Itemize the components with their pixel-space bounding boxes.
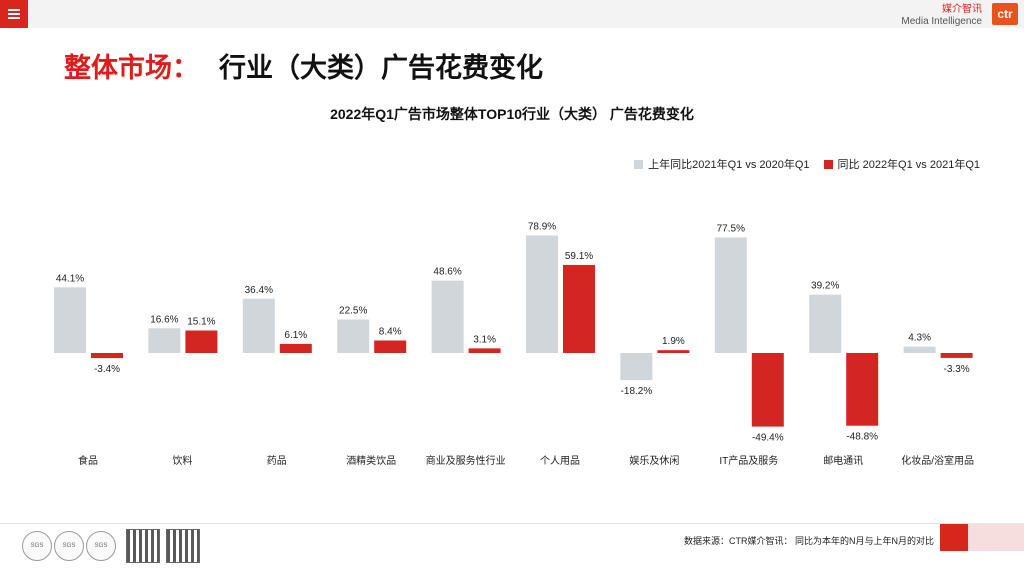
data-label-prev-8: 39.2% [811, 281, 839, 292]
category-label-9: 化妆品/浴室用品 [901, 454, 974, 467]
bar-current-1 [185, 330, 218, 353]
sgs-badge-icon: SGS [86, 531, 116, 561]
data-label-current-0: -3.4% [94, 364, 120, 375]
category-label-1: 饮料 [172, 454, 192, 467]
data-label-prev-9: 4.3% [908, 333, 931, 344]
legend-label-current: 同比 2022年Q1 vs 2021年Q1 [837, 159, 980, 171]
bar-prev-2 [242, 298, 275, 353]
qr-code-icon [126, 529, 160, 563]
legend-swatch-current [823, 159, 833, 169]
legend-item-current: 同比 2022年Q1 vs 2021年Q1 [823, 156, 980, 172]
data-label-prev-0: 44.1% [56, 273, 84, 284]
bar-prev-6 [620, 353, 653, 381]
brand-text: 媒介智讯 Media Intelligence [901, 4, 982, 28]
top-bar [0, 0, 1024, 28]
chart-legend: 上年同比2021年Q1 vs 2020年Q1 同比 2022年Q1 vs 202… [634, 156, 980, 172]
bar-chart: 44.1% -3.4% 食品 16.6% 15.1% 饮料 36.4% 6.1% 药品 22.5%… [54, 221, 974, 467]
bar-prev-5 [526, 235, 558, 353]
data-label-current-3: 8.4% [379, 326, 402, 337]
bar-current-7 [751, 353, 784, 427]
bar-prev-8 [809, 294, 842, 353]
data-label-prev-7: 77.5% [717, 224, 745, 235]
bar-current-9 [940, 353, 973, 358]
legend-label-prev: 上年同比2021年Q1 vs 2020年Q1 [648, 159, 810, 171]
menu-button[interactable] [0, 0, 28, 28]
data-label-current-9: -3.3% [944, 364, 970, 375]
data-label-current-1: 15.1% [187, 317, 215, 328]
category-label-2: 药品 [267, 455, 287, 467]
data-label-prev-1: 16.6% [150, 314, 178, 325]
data-label-prev-3: 22.5% [339, 305, 367, 316]
data-label-current-8: -48.8% [846, 432, 878, 443]
bar-prev-3 [337, 319, 370, 353]
data-label-current-7: -49.4% [752, 433, 784, 444]
footer-accent [940, 524, 968, 551]
legend-item-prev: 上年同比2021年Q1 vs 2020年Q1 [634, 156, 810, 172]
bar-current-5 [563, 264, 595, 353]
bar-current-6 [657, 350, 690, 353]
bar-current-8 [846, 353, 879, 426]
certification-badges: SGS SGS SGS [22, 531, 116, 561]
data-label-current-6: 1.9% [662, 336, 685, 347]
legend-swatch-prev [634, 159, 644, 169]
brand-en: Media Intelligence [901, 16, 982, 27]
sgs-badge-icon: SGS [22, 531, 52, 561]
category-label-6: 娱乐及休闲 [629, 454, 679, 467]
qr-code-icon [166, 529, 200, 563]
data-source-note: 数据来源：CTR媒介智讯： 同比为本年的N月与上年N月的对比 [684, 536, 934, 546]
bar-current-3 [374, 340, 407, 353]
menu-icon [8, 9, 20, 11]
chart-title: 2022年Q1广告市场整体TOP10行业（大类） 广告花费变化 [330, 106, 694, 122]
bar-prev-0 [54, 287, 86, 353]
bar-current-2 [279, 343, 312, 353]
data-label-current-2: 6.1% [284, 330, 307, 341]
page-title: 整体市场： 行业（大类）广告花费变化 [64, 46, 543, 85]
category-label-0: 食品 [78, 454, 98, 467]
footer-divider [0, 523, 1024, 524]
data-label-prev-5: 78.9% [528, 221, 556, 232]
bar-prev-7 [714, 237, 747, 353]
footer-accent-light [968, 524, 1024, 551]
bar-current-4 [468, 348, 501, 353]
page-title-prefix: 整体市场： [64, 53, 199, 83]
category-label-4: 商业及服务性行业 [426, 454, 506, 467]
brand-cn: 媒介智讯 [942, 4, 982, 15]
page-title-main: 行业（大类）广告花费变化 [219, 53, 543, 83]
ctr-logo: ctr [992, 3, 1018, 25]
category-label-8: 邮电通讯 [823, 454, 863, 467]
data-label-current-5: 59.1% [565, 251, 593, 262]
data-label-prev-6: -18.2% [621, 386, 653, 397]
category-label-5: 个人用品 [540, 455, 580, 467]
data-label-prev-2: 36.4% [245, 285, 273, 296]
bar-current-0 [91, 353, 123, 359]
data-label-current-4: 3.1% [473, 334, 496, 345]
bar-prev-9 [903, 346, 936, 353]
bar-prev-1 [148, 328, 181, 353]
bar-prev-4 [431, 280, 464, 353]
category-label-3: 酒精类饮品 [346, 454, 396, 467]
sgs-badge-icon: SGS [54, 531, 84, 561]
category-label-7: IT产品及服务 [719, 454, 778, 467]
data-label-prev-4: 48.6% [433, 267, 461, 278]
